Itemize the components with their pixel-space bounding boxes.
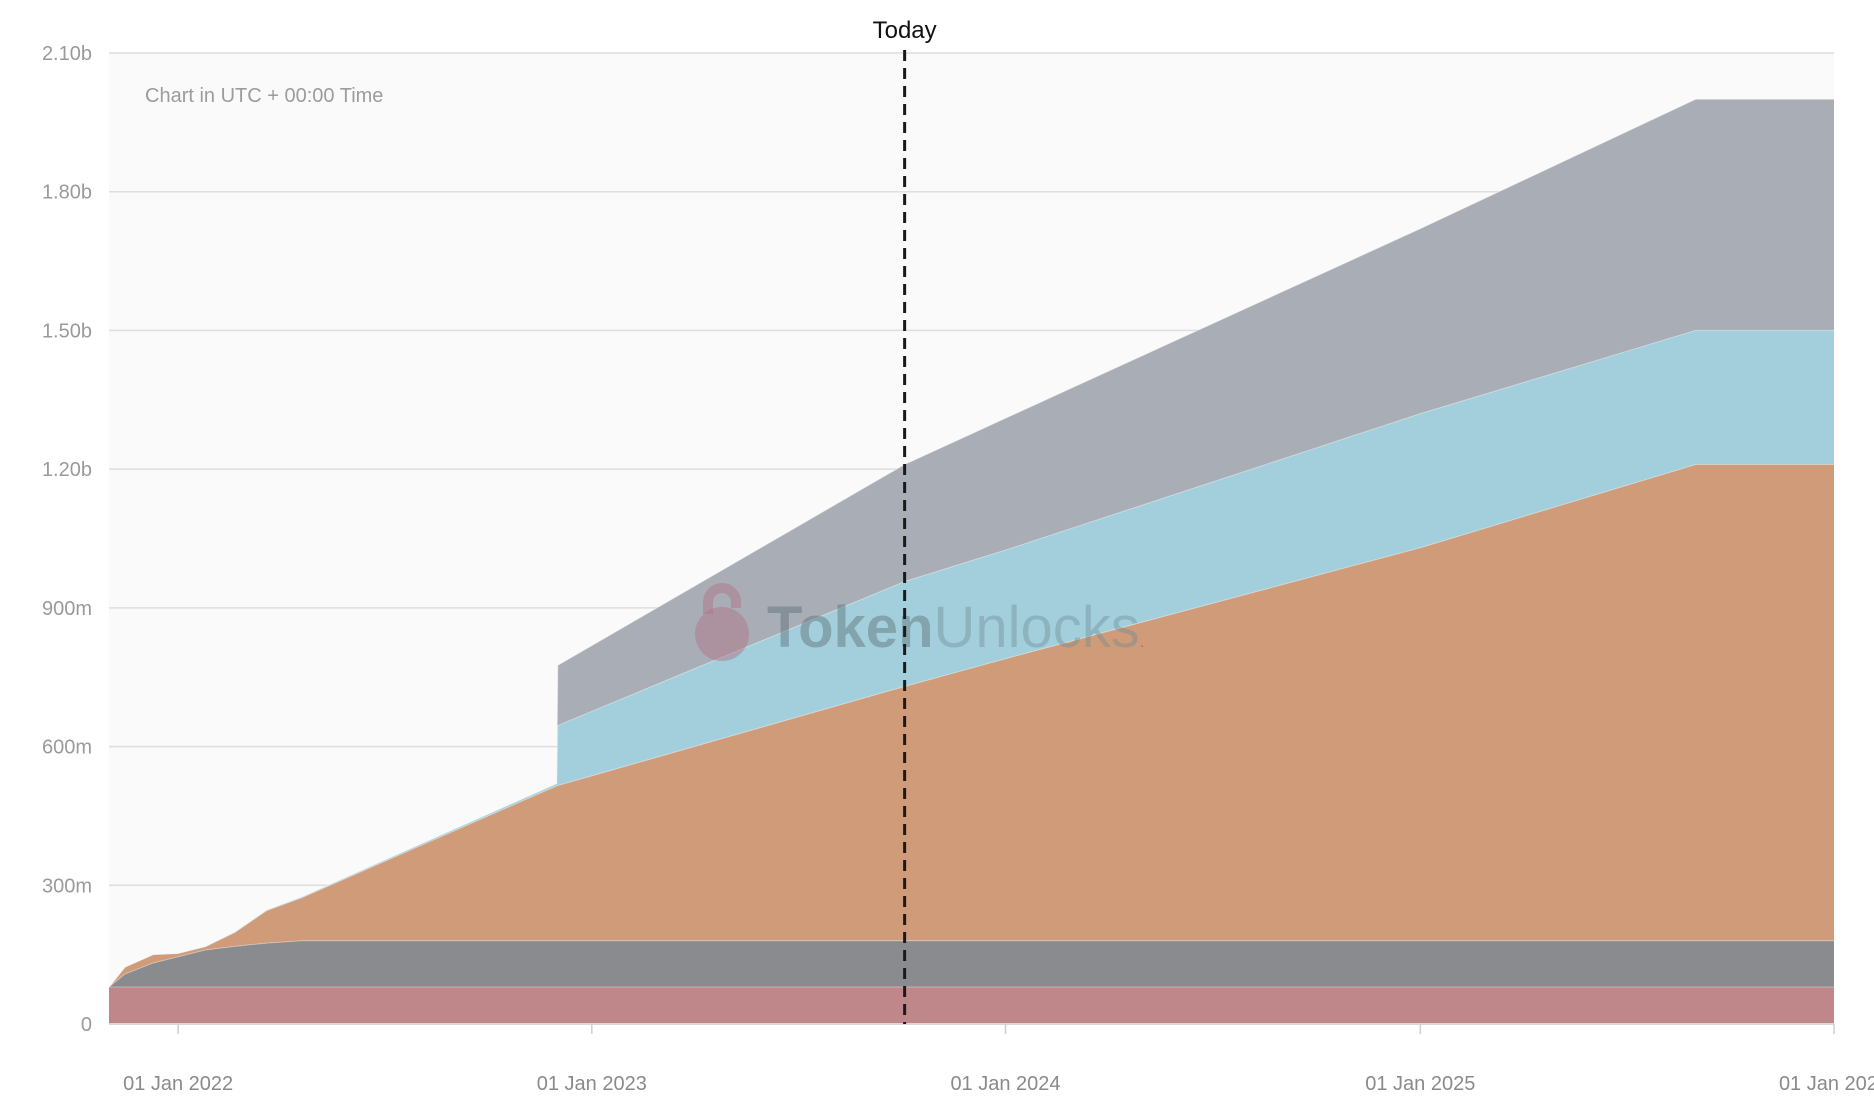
watermark-unlocks: Unlocks (934, 595, 1140, 660)
step-edges (108, 98, 1834, 988)
x-tick-label: 01 Jan 2026 (1779, 1073, 1874, 1095)
area-series-2 (109, 464, 1834, 988)
area-series-4 (109, 99, 1834, 988)
x-tick-label: 01 Jan 2025 (1365, 1073, 1475, 1095)
stacked-areas (109, 99, 1834, 1024)
area-series-0 (109, 987, 1834, 1024)
area-series-3 (109, 330, 1834, 988)
y-tick-label: 1.80b (42, 182, 92, 204)
watermark-text: TokenUnlocks. (767, 595, 1144, 660)
y-tick-label: 900m (42, 598, 92, 620)
area-edge-1 (108, 940, 1834, 988)
today-marker-label: Today (873, 17, 937, 44)
area-edge-2 (108, 464, 1834, 988)
area-edge-3 (108, 329, 1834, 988)
y-axis: 0 300m 600m 900m 1.20b 1.50b 1.80b 2.10b (42, 43, 92, 1036)
y-tick-label: 600m (42, 737, 92, 759)
x-tick-label: 01 Jan 2023 (537, 1073, 647, 1095)
timezone-note: Chart in UTC + 00:00 Time (145, 85, 383, 107)
area-series-1 (109, 940, 1834, 988)
watermark-dot: . (1140, 634, 1144, 651)
y-tick-label: 2.10b (42, 43, 92, 65)
y-tick-label: 300m (42, 875, 92, 897)
area-edge-4 (108, 98, 1834, 988)
x-tick-label: 01 Jan 2024 (950, 1073, 1060, 1095)
y-tick-label: 1.20b (42, 459, 92, 481)
x-axis: 01 Jan 2022 01 Jan 2023 01 Jan 2024 01 Jan … (123, 1024, 1874, 1095)
watermark-token: Token (767, 595, 934, 660)
lock-icon (695, 583, 749, 661)
y-tick-label: 1.50b (42, 320, 92, 342)
x-tick-label: 01 Jan 2022 (123, 1073, 233, 1095)
y-tick-label: 0 (81, 1014, 92, 1036)
